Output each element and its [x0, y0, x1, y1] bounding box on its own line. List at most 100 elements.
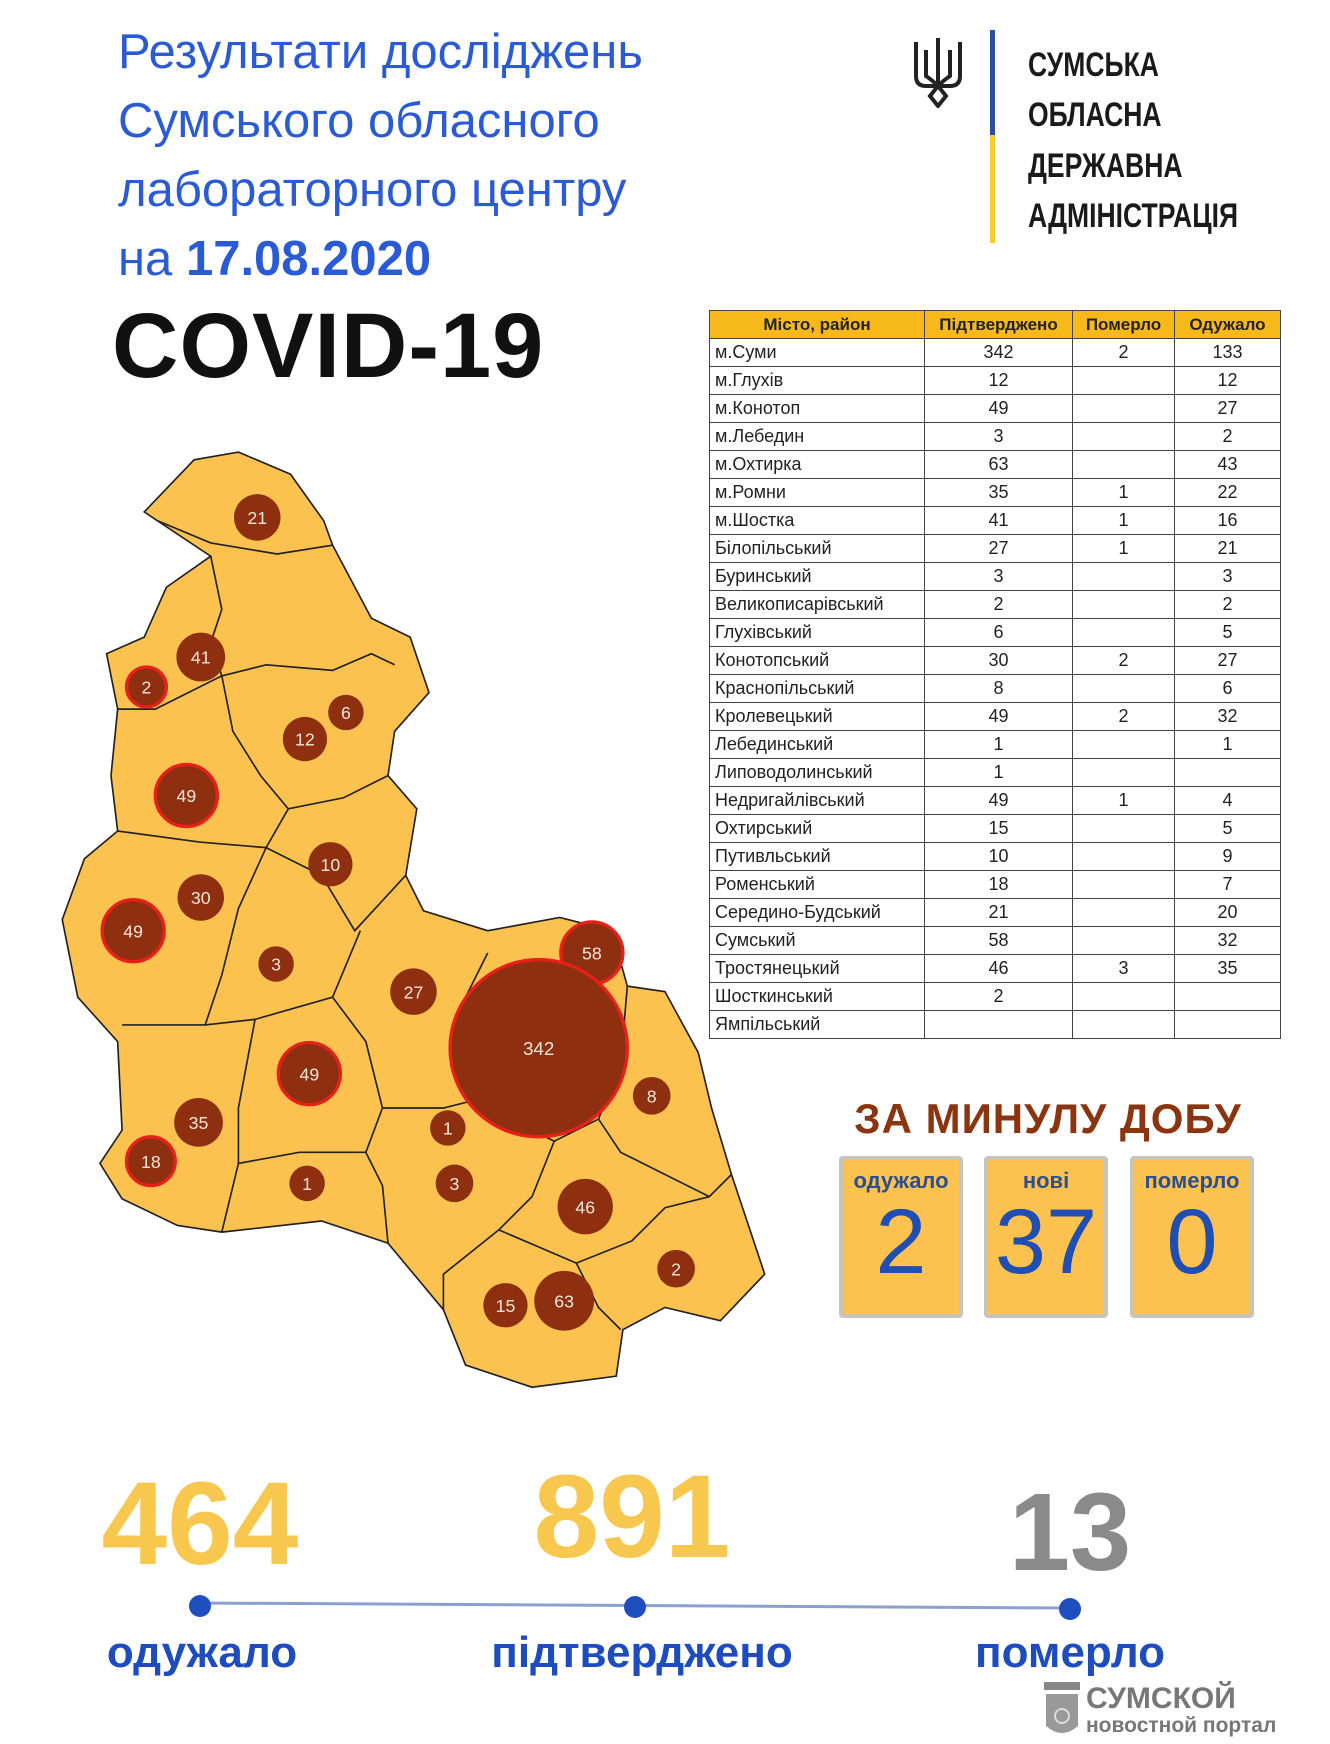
map-bubble-label: 30	[191, 888, 211, 908]
table-row: Сумський 58 32	[709, 926, 1281, 955]
cell-city: Конотопський	[709, 646, 925, 675]
cell-recovered: 27	[1174, 394, 1281, 423]
cell-died	[1072, 618, 1175, 647]
cell-confirmed: 6	[924, 618, 1073, 647]
map-bubble-label: 41	[191, 648, 211, 668]
map-bubble	[176, 632, 226, 682]
cell-confirmed: 49	[924, 786, 1073, 815]
cell-died	[1072, 674, 1175, 703]
cell-city: м.Охтирка	[709, 450, 925, 479]
cell-confirmed: 12	[924, 366, 1073, 395]
cell-recovered	[1174, 982, 1281, 1011]
map-bubble-label: 2	[142, 678, 152, 698]
cell-city: Сумський	[709, 926, 925, 955]
table-row: м.Ромни 35 1 22	[709, 478, 1281, 507]
cell-died	[1072, 814, 1175, 843]
map-bubble	[177, 874, 225, 921]
map-bubble-label: 3	[450, 1174, 460, 1194]
cell-died	[1072, 590, 1175, 619]
table-row: Буринський 3 3	[709, 562, 1281, 591]
map-bubble	[435, 1164, 474, 1203]
timeline-dot-confirmed	[624, 1596, 646, 1618]
cell-died	[1072, 758, 1175, 787]
map-bubble-label: 1	[443, 1119, 453, 1139]
map-bubble	[390, 968, 437, 1015]
cell-died: 2	[1072, 338, 1175, 367]
daily-new-card: нові 37	[984, 1156, 1108, 1318]
table-row: Охтирський 15 5	[709, 814, 1281, 843]
logo-line-1: СУМСЬКА	[1028, 46, 1159, 84]
map-bubble	[534, 1270, 595, 1331]
cell-confirmed: 2	[924, 590, 1073, 619]
table-row: м.Лебедин 3 2	[709, 422, 1281, 451]
table-row: Краснопільський 8 6	[709, 674, 1281, 703]
daily-recovered-label: одужало	[853, 1168, 949, 1193]
cell-confirmed: 63	[924, 450, 1073, 479]
map-bubble	[289, 1165, 325, 1202]
cell-confirmed: 49	[924, 702, 1073, 731]
cell-city: Липоводолинський	[709, 758, 925, 787]
cell-died: 1	[1072, 534, 1175, 563]
daily-new-label: нові	[1022, 1168, 1070, 1193]
cell-confirmed: 41	[924, 506, 1073, 535]
cell-died	[1072, 394, 1175, 423]
cell-recovered: 5	[1174, 814, 1281, 843]
map-bubble-label: 18	[141, 1152, 161, 1172]
col-header-confirmed: Підтверджено	[924, 310, 1073, 339]
cell-confirmed: 3	[924, 562, 1073, 591]
cell-city: Путивльський	[709, 842, 925, 871]
cell-city: м.Конотоп	[709, 394, 925, 423]
map-bubble	[174, 1098, 223, 1147]
title-line-1: Результати досліджень	[118, 25, 643, 79]
table-row: Роменський 18 7	[709, 870, 1281, 899]
cell-city: Краснопільський	[709, 674, 925, 703]
table-row: м.Глухів 12 12	[709, 366, 1281, 395]
cell-city: Роменський	[709, 870, 925, 899]
map-bubble	[448, 957, 629, 1139]
cell-recovered: 2	[1174, 422, 1281, 451]
table-row: Великописарівський 2 2	[709, 590, 1281, 619]
cell-city: Лебединський	[709, 730, 925, 759]
date-prefix: на	[118, 232, 173, 286]
cell-died: 3	[1072, 954, 1175, 983]
table-row: м.Суми 342 2 133	[709, 338, 1281, 367]
total-died-label: померло	[975, 1628, 1165, 1677]
cell-died	[1072, 1010, 1175, 1039]
table-header-row: Місто, район Підтверджено Померло Одужал…	[709, 310, 1281, 339]
cell-confirmed	[924, 1010, 1073, 1039]
cell-city: м.Суми	[709, 338, 925, 367]
cell-recovered: 5	[1174, 618, 1281, 647]
table-row: м.Охтирка 63 43	[709, 450, 1281, 479]
logo-line-3: ДЕРЖАВНА	[1028, 147, 1183, 185]
map-bubble-label: 27	[404, 982, 424, 1002]
map-bubble	[483, 1283, 528, 1328]
cell-recovered: 9	[1174, 842, 1281, 871]
table-row: Конотопський 30 2 27	[709, 646, 1281, 675]
map-bubble	[328, 694, 364, 731]
table-row: Путивльський 10 9	[709, 842, 1281, 871]
map-bubble	[430, 1110, 466, 1146]
cell-recovered: 20	[1174, 898, 1281, 927]
cell-died: 1	[1072, 478, 1175, 507]
cell-recovered: 3	[1174, 562, 1281, 591]
cell-city: Кролевецький	[709, 702, 925, 731]
region-outline	[61, 451, 766, 1389]
table-row: Кролевецький 49 2 32	[709, 702, 1281, 731]
cell-died: 2	[1072, 646, 1175, 675]
cell-city: Охтирський	[709, 814, 925, 843]
table-row: Липоводолинський 1	[709, 758, 1281, 787]
col-header-recovered: Одужало	[1174, 310, 1281, 339]
cell-city: Великописарівський	[709, 590, 925, 619]
watermark-emblem-icon	[1044, 1682, 1080, 1733]
cell-city: Тростянецький	[709, 954, 925, 983]
cell-recovered: 1	[1174, 730, 1281, 759]
map-bubble-label: 1	[302, 1174, 312, 1194]
cell-confirmed: 49	[924, 394, 1073, 423]
trident-icon	[914, 38, 962, 108]
cell-died: 1	[1072, 506, 1175, 535]
timeline-dot-died	[1059, 1598, 1081, 1620]
title-date-line: на 17.08.2020	[118, 235, 431, 284]
map-bubble-label: 49	[123, 921, 143, 941]
map-bubble	[282, 716, 328, 762]
logo-line-4: АДМІНІСТРАЦІЯ	[1028, 197, 1239, 235]
